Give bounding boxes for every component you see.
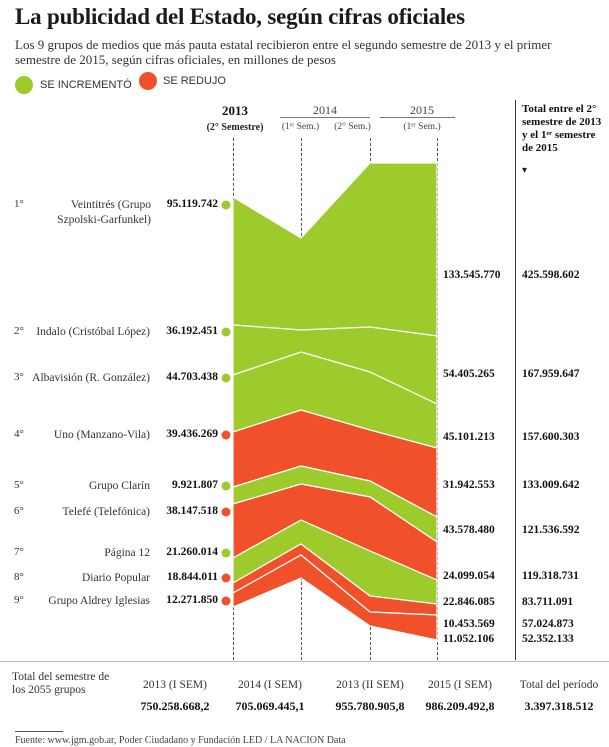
row-rank: 6° [14,505,24,517]
row-rank: 4° [14,428,24,440]
row-value-2013: 44.703.438 [166,371,218,383]
row-value-2013: 95.119.742 [166,198,218,210]
legend-decrease-swatch [139,72,157,90]
row-value-2015: 43.578.480 [443,524,495,536]
row-value-2013: 21.260.014 [166,546,218,558]
header-total: Total entre el 2° semestre de 2013 y el … [522,103,602,154]
row-value-total: 425.598.602 [522,269,580,281]
row-value-2013: 9.921.807 [172,479,218,491]
row-value-2015: 54.405.265 [443,368,495,380]
row-rank: 7° [14,546,24,558]
row-name: Grupo Aldrey Iglesias [48,595,150,607]
row-value-2015: 10.453.569 [443,618,495,630]
footer-col-label: Total del período [519,679,599,691]
footer-col-value: 955.780.905,8 [335,699,405,713]
trend-dot [221,548,231,558]
row-value-2013: 18.844.011 [166,571,218,583]
legend-decrease-label: SE REDUJO [163,75,226,87]
row-value-2015: 11.052.106 [443,633,495,645]
row-rank: 1° [14,198,24,210]
row-value-2013: 38.147.518 [166,505,218,517]
row-name: Grupo Clarín [88,480,150,492]
row-name: Indalo (Cristóbal López) [36,326,150,338]
footer-col-value: 3.397.318.512 [524,699,594,713]
row-value-2015: 31.942.553 [443,479,495,491]
row-name: Albavisión (R. González) [32,372,150,384]
trend-dot [221,507,231,517]
row-value-2015: 22.846.085 [443,596,495,608]
trend-dot [221,200,231,210]
row-rank: 9° [14,594,24,606]
footer-col-label: 2014 (I SEM) [238,679,302,691]
total-divider [515,100,516,660]
row-value-2015: 45.101.213 [443,431,495,443]
row-name: Página 12 [104,547,150,559]
stream-band-1 [232,162,438,337]
row-rank: 2° [14,325,24,337]
footer-col-value: 750.258.668,2 [140,699,210,713]
page-subtitle: Los 9 grupos de medios que más pauta est… [15,37,552,67]
footer-col-label: 2015 (I SEM) [428,679,492,691]
legend-increase-swatch [15,76,33,94]
row-value-2013: 12.271.850 [166,594,218,606]
row-rank: 5° [14,479,24,491]
row-name: Telefé (Telefónica) [62,506,150,518]
header-2014-sub1: (1ᵉʳ Sem.) [281,122,320,132]
row-value-total: 133.009.642 [522,479,580,491]
row-name: Uno (Manzano-Vila) [53,429,150,441]
row-value-2013: 39.436.269 [166,428,218,440]
row-value-total: 83.711.091 [522,596,574,608]
footer-col-value: 705.069.445,1 [235,699,305,713]
row-value-total: 52.352.133 [522,633,574,645]
row-value-total: 167.959.647 [522,368,580,380]
row-rank: 3° [14,371,24,383]
row-value-2013: 36.192.451 [166,325,218,337]
source-rule [15,731,63,732]
trend-dot [221,327,231,337]
legend-increase-label: SE INCREMENTÓ [40,79,132,91]
row-name: Diario Popular [81,572,150,584]
row-value-2015: 24.099.054 [443,570,495,582]
trend-dot [221,596,231,606]
row-name: Veintitrés (Grupo Szpolski-Garfunkel) [57,199,151,226]
stream-band-9 [232,554,438,641]
trend-dot [221,430,231,440]
page-title: La publicidad del Estado, según cifras o… [15,4,465,29]
row-value-total: 157.600.303 [522,431,580,443]
footer-col-value: 986.209.492,8 [425,699,495,713]
row-value-total: 57.024.873 [522,618,574,630]
trend-dot [221,373,231,383]
header-2015: 2015 [410,103,434,117]
header-2015-rule [380,117,455,118]
row-value-total: 119.318.731 [522,570,579,582]
row-value-total: 121.536.592 [522,524,580,536]
trend-dot [221,481,231,491]
header-2015-sub: (1ᵉʳ Sem.) [403,122,441,132]
footer-col-label: 2013 (II SEM) [336,679,404,691]
footer-col-label: 2013 (I SEM) [143,679,207,691]
row-rank: 8° [14,571,24,583]
row-value-2015: 133.545.770 [443,269,501,281]
footer-label: Total del semestre de los 2055 grupos [12,671,110,696]
footer-rule [0,661,609,662]
header-total-arrow: ▾ [522,165,528,176]
header-2014-sub2: (2° Sem.) [334,122,371,132]
header-2013-sub: (2° Semestre) [206,122,264,133]
trend-dot [221,573,231,583]
header-2014-rule [280,117,370,118]
header-2014: 2014 [313,103,337,117]
source-note: Fuente: www.jgm.gob.ar, Poder Ciudadano … [15,735,346,746]
header-2013: 2013 [222,103,248,118]
